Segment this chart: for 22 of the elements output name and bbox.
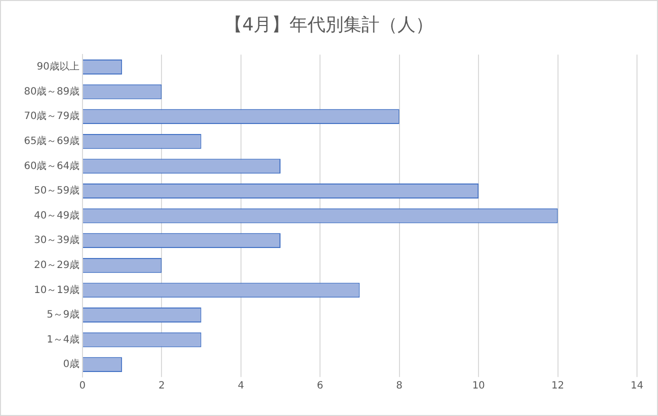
- y-tick-label: 65歳～69歳: [24, 134, 80, 147]
- y-tick-label: 20～29歳: [34, 258, 80, 271]
- x-tick-label: 10: [472, 380, 485, 392]
- x-tick-label: 8: [396, 380, 403, 392]
- y-tick-label: 5～9歳: [46, 308, 80, 321]
- y-tick-label: 0歳: [63, 358, 80, 370]
- y-tick-label: 70歳～79歳: [24, 110, 80, 122]
- chart-title: 【4月】年代別集計（人）: [224, 14, 434, 36]
- y-tick-label: 40～49歳: [34, 209, 80, 222]
- x-tick-label: 4: [238, 380, 244, 392]
- x-tick-label: 14: [630, 380, 644, 392]
- x-tick-label: 2: [158, 380, 165, 392]
- x-tick-label: 12: [551, 380, 564, 392]
- y-tick-label: 30～39歳: [34, 234, 80, 246]
- y-tick-label: 90歳以上: [36, 60, 80, 73]
- y-tick-label: 80歳～89歳: [24, 85, 80, 98]
- x-tick-label: 6: [316, 380, 324, 392]
- x-tick-label: 0: [79, 380, 86, 392]
- y-tick-label: 50～59歳: [34, 184, 80, 197]
- y-tick-label: 10～19歳: [34, 284, 80, 296]
- y-tick-label: 60歳～64歳: [24, 160, 80, 172]
- y-tick-label: 1～4歳: [46, 333, 80, 346]
